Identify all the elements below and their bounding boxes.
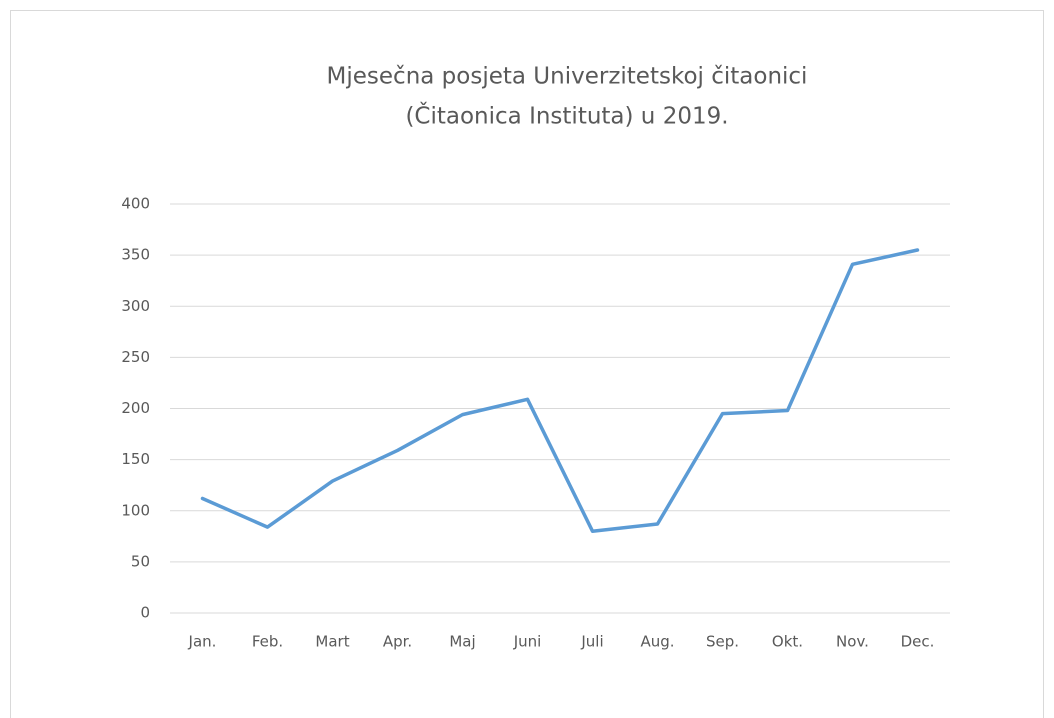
x-tick-label: Dec.: [901, 633, 935, 651]
x-tick-label: Mart: [315, 633, 349, 651]
y-tick-label: 0: [140, 604, 150, 622]
x-tick-label: Sep.: [706, 633, 739, 651]
x-tick-label: Juli: [580, 633, 603, 651]
y-tick-label: 400: [121, 195, 150, 213]
x-tick-label: Aug.: [640, 633, 674, 651]
y-tick-label: 150: [121, 450, 150, 468]
chart-title: Mjesečna posjeta Univerzitetskoj čitaoni…: [327, 64, 808, 90]
x-tick-label: Jan.: [188, 633, 217, 651]
x-tick-label: Juni: [513, 633, 542, 651]
x-tick-label: Okt.: [772, 633, 803, 651]
y-tick-label: 300: [121, 297, 150, 315]
chart-title: (Čitaonica Instituta) u 2019.: [405, 102, 728, 130]
y-tick-label: 250: [121, 348, 150, 366]
y-tick-label: 50: [131, 552, 150, 570]
line-series: [200, 248, 920, 533]
y-tick-label: 200: [121, 399, 150, 417]
x-tick-label: Feb.: [252, 633, 283, 651]
y-tick-label: 100: [121, 501, 150, 519]
x-tick-label: Nov.: [836, 633, 869, 651]
x-tick-label: Maj: [449, 633, 475, 651]
y-tick-label: 350: [121, 246, 150, 264]
x-tick-label: Apr.: [383, 633, 412, 651]
chart-border: [10, 10, 1044, 718]
